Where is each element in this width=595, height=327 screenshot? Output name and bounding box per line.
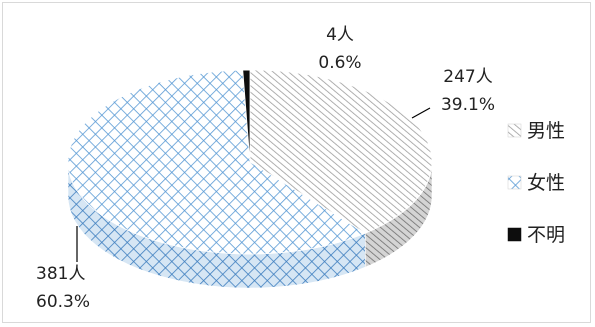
slice-solid-count-label: 4人: [326, 25, 354, 45]
slice-solid-percent-label: 0.6%: [318, 53, 361, 73]
slice-diagonal-leader-line: [411, 107, 431, 119]
legend-label-diagonal: 男性: [527, 120, 565, 142]
legend-swatch-crosshatch: [507, 175, 522, 190]
slice-diagonal[interactable]: [249, 69, 433, 234]
slice-diagonal-count-label: 247人: [443, 67, 492, 87]
slice-solid[interactable]: [242, 69, 251, 163]
legend-label-solid: 不明: [527, 224, 565, 246]
legend-swatch-diagonal: [507, 123, 522, 138]
legend-label-crosshatch: 女性: [527, 172, 565, 194]
slice-diagonal-percent-label: 39.1%: [441, 95, 495, 115]
legend-swatch-solid: [507, 227, 522, 242]
slice-crosshatch-percent-label: 60.3%: [36, 292, 90, 312]
slice-crosshatch[interactable]: [67, 69, 367, 255]
slice-crosshatch-count-label: 381人: [36, 264, 85, 284]
